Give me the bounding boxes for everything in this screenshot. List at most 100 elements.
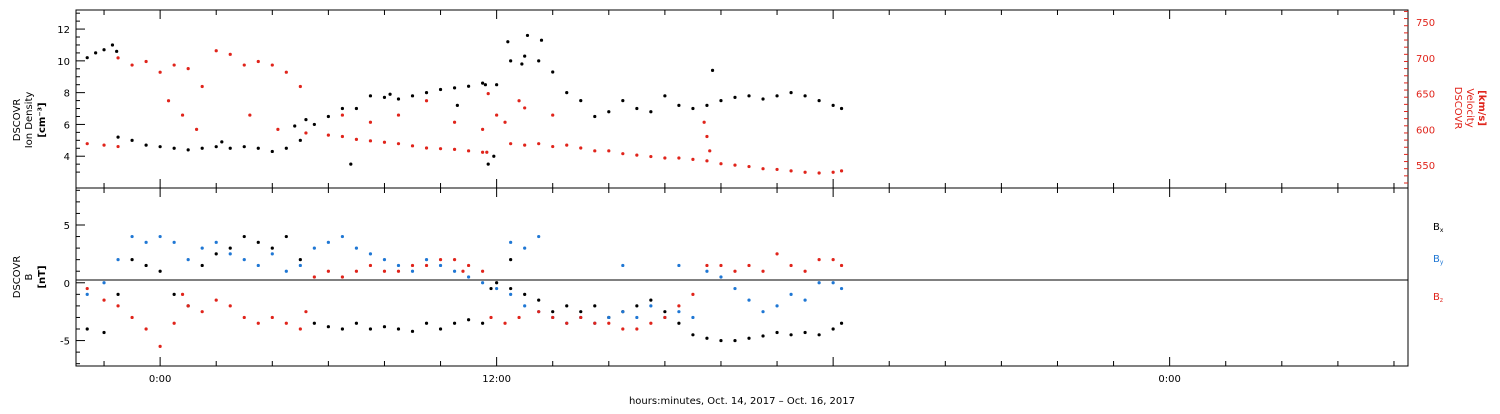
point-Bz: [396, 269, 401, 273]
point-density: [789, 91, 793, 95]
point-By: [354, 246, 359, 250]
point-density: [455, 103, 459, 107]
point-Bz: [691, 292, 695, 296]
point-density: [110, 43, 115, 47]
point-velocity: [705, 159, 709, 163]
point-density: [270, 149, 274, 154]
point-Bx: [102, 330, 106, 335]
point-By: [747, 298, 751, 302]
point-By: [396, 263, 401, 268]
point-Bz: [789, 263, 793, 268]
point-By: [789, 292, 793, 296]
point-Bz: [461, 269, 465, 273]
point-velocity: [276, 127, 280, 131]
legend-by-label: B: [1433, 254, 1440, 265]
point-velocity: [248, 113, 252, 117]
point-velocity: [368, 120, 373, 124]
point-density: [94, 51, 98, 55]
legend-bz-sub: z: [1440, 297, 1443, 304]
point-density: [831, 103, 835, 107]
point-Bz: [354, 269, 359, 273]
point-density: [115, 49, 119, 53]
point-density: [410, 94, 415, 98]
point-By: [242, 258, 246, 262]
point-Bx: [130, 258, 134, 262]
point-Bz: [116, 304, 120, 308]
point-Bx: [85, 327, 89, 331]
point-density: [102, 48, 106, 52]
point-Bx: [509, 286, 513, 291]
data-points: [85, 33, 844, 348]
point-density: [733, 95, 737, 100]
point-By: [116, 258, 120, 262]
point-Bz: [284, 321, 288, 325]
point-density: [228, 146, 232, 150]
point-Bx: [489, 286, 493, 291]
bottom-y-tick-label: 0: [64, 279, 70, 290]
point-velocity: [663, 156, 667, 160]
point-velocity: [396, 113, 401, 117]
point-velocity: [424, 99, 429, 103]
point-density: [349, 162, 353, 166]
point-Bx: [537, 298, 541, 302]
point-velocity: [831, 170, 835, 174]
point-Bz: [85, 286, 89, 291]
point-density: [158, 145, 162, 149]
point-density: [368, 94, 373, 98]
point-density: [761, 97, 765, 101]
point-velocity: [691, 157, 695, 162]
point-Bx: [242, 234, 246, 239]
legend-bx: Bx: [1433, 222, 1444, 234]
point-Bx: [839, 321, 844, 325]
point-density: [298, 138, 302, 142]
point-velocity: [635, 153, 639, 157]
top-left-y-tick-label: 4: [64, 152, 70, 163]
point-Bz: [158, 344, 162, 348]
point-density: [172, 146, 176, 150]
point-velocity: [340, 134, 344, 139]
point-density: [452, 86, 457, 90]
point-Bz: [186, 304, 190, 308]
point-density: [396, 97, 401, 101]
point-By: [839, 286, 844, 291]
point-Bz: [489, 315, 493, 320]
point-By: [705, 269, 709, 273]
point-density: [649, 110, 653, 114]
legend-bz-label: B: [1433, 292, 1440, 303]
point-By: [452, 269, 457, 273]
point-Bz: [438, 258, 443, 262]
point-density: [705, 103, 709, 107]
point-Bz: [452, 258, 457, 262]
point-velocity: [200, 84, 204, 89]
point-Bx: [789, 333, 793, 337]
point-Bx: [551, 310, 555, 314]
point-Bz: [663, 315, 667, 320]
point-By: [831, 281, 835, 285]
point-By: [85, 292, 89, 296]
point-density: [677, 103, 681, 107]
point-Bx: [326, 325, 330, 329]
point-Bx: [523, 292, 527, 296]
point-By: [466, 275, 471, 279]
point-Bz: [517, 315, 521, 320]
point-By: [172, 240, 176, 244]
point-By: [270, 252, 274, 256]
point-Bz: [839, 263, 844, 268]
point-density: [438, 87, 443, 92]
point-velocity: [382, 140, 387, 144]
point-density: [747, 94, 751, 98]
point-density: [509, 59, 513, 63]
point-By: [214, 240, 218, 244]
point-Bz: [677, 304, 681, 308]
point-Bz: [340, 275, 344, 279]
top-right-y-tick-label: 600: [1416, 125, 1435, 136]
point-Bx: [831, 327, 835, 331]
point-velocity: [485, 150, 489, 154]
point-Bz: [466, 263, 471, 268]
x-tick-label: 12:00: [482, 374, 511, 385]
point-density: [506, 40, 510, 44]
point-By: [607, 315, 611, 320]
point-By: [537, 234, 541, 239]
point-velocity: [702, 120, 706, 124]
